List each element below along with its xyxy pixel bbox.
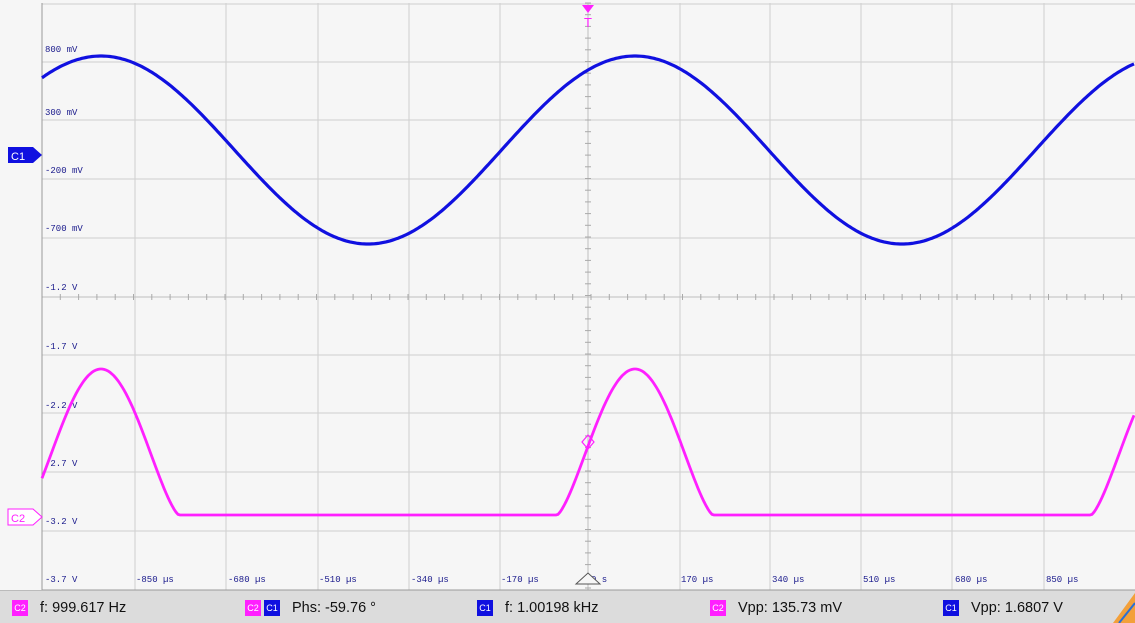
- x-tick-label: 680 µs: [955, 575, 987, 585]
- measurement-text: f: 999.617 Hz: [40, 600, 127, 616]
- y-tick-label: -700 mV: [45, 224, 83, 234]
- c2-marker-label: C2: [11, 513, 25, 525]
- c1-badge: C1: [943, 600, 959, 616]
- measurement-text: f: 1.00198 kHz: [505, 600, 599, 616]
- measurement-c2-frequency[interactable]: C2 f: 999.617 Hz: [12, 598, 126, 618]
- x-tick-label: 170 µs: [681, 575, 713, 585]
- y-tick-label: -2.7 V: [45, 459, 78, 469]
- x-tick-label: -510 µs: [319, 575, 357, 585]
- y-tick-label: 300 mV: [45, 108, 78, 118]
- x-tick-label: -170 µs: [501, 575, 539, 585]
- x-tick-label: 340 µs: [772, 575, 804, 585]
- c2-channel-marker[interactable]: C2: [7, 508, 43, 526]
- measurement-bar: C2 f: 999.617 Hz C2 C1 Phs: -59.76 ° C1 …: [0, 590, 1135, 623]
- x-tick-label: -680 µs: [228, 575, 266, 585]
- corner-logo-icon: [1113, 593, 1135, 623]
- x-tick-label: 510 µs: [863, 575, 895, 585]
- c2-trace: [40, 367, 1135, 517]
- y-tick-label: 800 mV: [45, 45, 78, 55]
- y-tick-label: -3.2 V: [45, 517, 78, 527]
- c2-badge: C2: [710, 600, 726, 616]
- y-tick-label: -200 mV: [45, 166, 83, 176]
- measurement-text: Phs: -59.76 °: [292, 600, 376, 616]
- measurement-c1-vpp[interactable]: C1 Vpp: 1.6807 V: [943, 598, 1063, 618]
- x-axis-labels: -850 µs -680 µs -510 µs -340 µs -170 µs 0 s 17…: [136, 575, 1078, 585]
- c1-badge: C1: [477, 600, 493, 616]
- x-tick-label: -340 µs: [411, 575, 449, 585]
- c2-badge: C2: [12, 600, 28, 616]
- measurement-text: Vpp: 1.6807 V: [971, 600, 1063, 616]
- y-tick-label: -1.2 V: [45, 283, 78, 293]
- y-tick-label: -3.7 V: [45, 575, 78, 585]
- x-tick-label: -850 µs: [136, 575, 174, 585]
- c2-badge: C2: [245, 600, 261, 616]
- y-tick-label: -2.2 V: [45, 401, 78, 411]
- trigger-marker[interactable]: T: [582, 5, 594, 30]
- time-origin-marker[interactable]: [574, 572, 602, 585]
- y-axis-labels: 800 mV 300 mV -200 mV -700 mV -1.2 V -1.7 V -2…: [45, 45, 83, 585]
- trigger-arrow-icon: [582, 5, 594, 13]
- plot-background: [0, 0, 1135, 590]
- measurement-c2-vpp[interactable]: C2 Vpp: 135.73 mV: [710, 598, 842, 618]
- x-tick-label: 850 µs: [1046, 575, 1078, 585]
- trigger-label: T: [584, 15, 592, 30]
- measurement-text: Vpp: 135.73 mV: [738, 600, 842, 616]
- measurement-phase[interactable]: C2 C1 Phs: -59.76 °: [245, 598, 376, 618]
- c2-marker-icon: [7, 508, 43, 526]
- c1-badge: C1: [264, 600, 280, 616]
- graticule: [41, 2, 1135, 591]
- c1-marker-label: C1: [11, 151, 25, 163]
- x-tick-label: 0 s: [591, 575, 607, 585]
- c1-channel-marker[interactable]: C1: [8, 147, 42, 163]
- measurement-c1-frequency[interactable]: C1 f: 1.00198 kHz: [477, 598, 599, 618]
- c1-marker-icon: [8, 147, 42, 163]
- c1-trace: [41, 54, 1135, 246]
- y-tick-label: -1.7 V: [45, 342, 78, 352]
